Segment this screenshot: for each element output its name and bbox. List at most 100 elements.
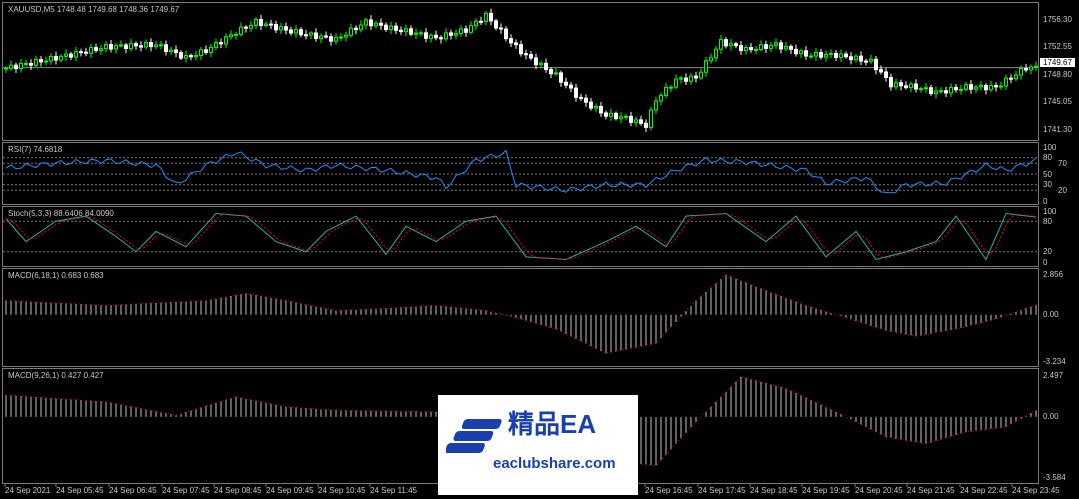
bear-candle: [589, 101, 593, 109]
bear-candle: [574, 87, 578, 98]
macd2-label: MACD(9,26,1) 0.427 0.427: [8, 371, 104, 380]
bear-candle: [579, 96, 583, 99]
main-price-pane[interactable]: XAUUSD,M5 1748.48 1749.68 1748.36 1749.6…: [2, 2, 1039, 141]
bull-candle: [224, 36, 228, 45]
watermark-site: eaclubshare.com: [493, 455, 616, 472]
bull-candle: [49, 55, 53, 62]
bear-candle: [899, 82, 903, 87]
bull-candle: [229, 34, 233, 38]
bull-candle: [89, 47, 93, 54]
bear-candle: [369, 19, 373, 27]
bear-candle: [749, 47, 753, 51]
time-axis-label: 24 Sep 18:45: [750, 486, 798, 495]
bull-candle: [664, 86, 668, 96]
rsi-line: [5, 149, 1037, 194]
bull-candle: [64, 53, 68, 57]
rsi-axis-label: 80: [1043, 153, 1052, 163]
price-axis-label: 1741.30: [1043, 124, 1072, 134]
stoch-pane[interactable]: Stoch(5,3,3) 88.6406 84.0090: [2, 206, 1039, 267]
bull-candle: [414, 32, 418, 35]
bull-candle: [144, 42, 148, 48]
bear-candle: [379, 22, 383, 26]
rsi-label: RSI(7) 74.6818: [8, 145, 63, 154]
bull-candle: [699, 71, 703, 79]
time-axis-label: 24 Sep 21:45: [907, 486, 955, 495]
bear-candle: [874, 58, 878, 71]
bull-candle: [294, 29, 298, 34]
bull-candle: [704, 60, 708, 73]
bull-candle: [799, 50, 803, 55]
bear-candle: [544, 62, 548, 70]
rsi-axis-label: 50: [1043, 169, 1052, 179]
bull-candle: [769, 44, 773, 49]
bear-candle: [864, 60, 868, 63]
bear-candle: [29, 62, 33, 66]
bear-candle: [399, 29, 403, 33]
bull-candle: [309, 32, 313, 36]
bull-candle: [729, 43, 733, 47]
bull-candle: [99, 48, 103, 51]
bear-candle: [259, 19, 263, 27]
macd1-pane[interactable]: MACD(6,18,1) 0.683 0.683: [2, 268, 1039, 367]
macd2-axis-label: 0.00: [1043, 412, 1059, 422]
bull-candle: [404, 28, 408, 33]
bull-candle: [809, 55, 813, 58]
bear-candle: [524, 53, 528, 56]
bull-candle: [924, 87, 928, 90]
bull-candle: [759, 44, 763, 50]
watermark-title: 精品EA: [508, 409, 597, 439]
rsi-axis-label: 20: [1058, 185, 1067, 195]
price-axis-label: 1748.80: [1043, 69, 1072, 79]
bull-candle: [539, 62, 543, 66]
rsi-axis-label: 30: [1043, 180, 1052, 190]
macd1-label: MACD(6,18,1) 0.683 0.683: [8, 271, 104, 280]
bear-candle: [779, 42, 783, 50]
bull-candle: [44, 60, 48, 63]
stoch-axis-label: 0: [1043, 257, 1048, 267]
bear-candle: [94, 47, 98, 51]
bear-candle: [449, 32, 453, 36]
current-price-tag: 1749.67: [1040, 58, 1075, 67]
bear-candle: [559, 72, 563, 83]
bull-candle: [674, 78, 678, 88]
bull-candle: [34, 59, 38, 66]
bull-candle: [469, 25, 473, 33]
bear-candle: [794, 48, 798, 55]
bull-candle: [419, 32, 423, 35]
bear-candle: [549, 68, 553, 75]
bull-candle: [714, 48, 718, 59]
bear-candle: [179, 52, 183, 59]
bear-candle: [724, 39, 728, 47]
bear-candle: [149, 42, 153, 48]
bull-candle: [1034, 65, 1038, 68]
bull-candle: [974, 86, 978, 90]
logo-icon: [446, 419, 502, 453]
bear-candle: [984, 84, 988, 91]
bear-candle: [569, 84, 573, 89]
time-axis-label: 24 Sep 09:45: [266, 486, 314, 495]
rsi-pane[interactable]: RSI(7) 74.6818: [2, 142, 1039, 205]
bull-candle: [919, 88, 923, 91]
bull-candle: [784, 46, 788, 50]
bull-candle: [209, 46, 213, 54]
bull-candle: [649, 109, 653, 128]
bear-candle: [994, 85, 998, 88]
bull-candle: [1014, 74, 1018, 80]
bull-candle: [634, 119, 638, 123]
bull-candle: [554, 72, 558, 75]
bear-candle: [849, 56, 853, 61]
bear-candle: [314, 32, 318, 40]
bull-candle: [609, 112, 613, 117]
bull-candle: [444, 32, 448, 40]
time-axis-label: 24 Sep 08:45: [214, 486, 262, 495]
bear-candle: [804, 50, 808, 57]
time-axis-label: 24 Sep 16:45: [645, 486, 693, 495]
stoch-label: Stoch(5,3,3) 88.6406 84.0090: [8, 209, 114, 218]
bear-candle: [514, 42, 518, 46]
bear-candle: [789, 46, 793, 50]
bear-candle: [509, 38, 513, 44]
bear-candle: [694, 75, 698, 79]
bull-candle: [359, 24, 363, 31]
time-axis-label: 24 Sep 06:45: [109, 486, 157, 495]
macd1-axis-label: 2.856: [1043, 269, 1064, 279]
